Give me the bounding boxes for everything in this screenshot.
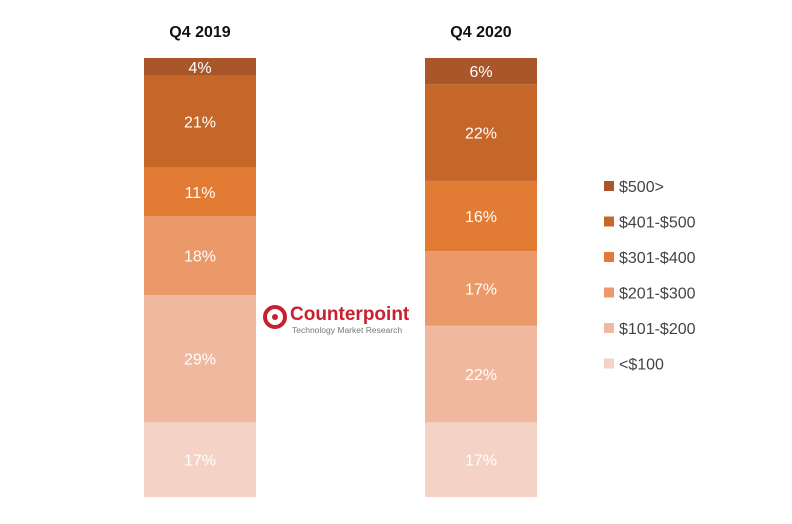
legend-label: $301-$400 xyxy=(619,250,696,267)
data-label: 29% xyxy=(184,352,216,369)
bar-segment xyxy=(425,251,537,326)
counterpoint-logo-icon: Counterpoint Technology Market Research xyxy=(263,304,410,335)
bar-segment xyxy=(144,58,256,76)
bar-segment xyxy=(144,422,256,497)
bar-segment xyxy=(425,422,537,497)
category-label: Q4 2019 xyxy=(169,24,230,41)
legend-swatch xyxy=(604,181,614,191)
counterpoint-watermark: Counterpoint Technology Market Research xyxy=(262,300,422,345)
data-label: 11% xyxy=(185,185,216,202)
data-label: 17% xyxy=(465,453,497,470)
legend-swatch xyxy=(604,323,614,333)
data-label: 16% xyxy=(465,209,497,226)
legend-swatch xyxy=(604,358,614,369)
logo-brand: Counterpoint xyxy=(290,304,410,325)
bar-segment xyxy=(425,58,537,85)
data-label: 22% xyxy=(465,367,497,384)
bar-segment xyxy=(425,84,537,181)
data-label: 4% xyxy=(188,60,211,77)
legend-label: $201-$300 xyxy=(619,286,696,303)
data-label: 17% xyxy=(184,453,216,470)
logo-tagline: Technology Market Research xyxy=(292,325,402,335)
legend-label: $101-$200 xyxy=(619,321,696,338)
bar-segment xyxy=(144,295,256,423)
bar-segment xyxy=(425,325,537,423)
legend-label: $500> xyxy=(619,179,664,196)
data-label: 18% xyxy=(184,249,216,266)
bar-segment xyxy=(425,180,537,252)
legend-swatch xyxy=(604,216,614,227)
legend-swatch xyxy=(604,287,614,298)
legend-label: <$100 xyxy=(619,357,664,374)
bar-segment xyxy=(144,75,256,168)
data-label: 6% xyxy=(469,64,492,81)
legend-swatch xyxy=(604,252,614,262)
data-label: 21% xyxy=(184,115,216,132)
legend-label: $401-$500 xyxy=(619,215,696,232)
data-label: 22% xyxy=(465,126,497,143)
bar-segment xyxy=(144,167,256,217)
category-label: Q4 2020 xyxy=(450,24,511,41)
data-label: 17% xyxy=(465,281,497,298)
bar-segment xyxy=(144,216,256,296)
